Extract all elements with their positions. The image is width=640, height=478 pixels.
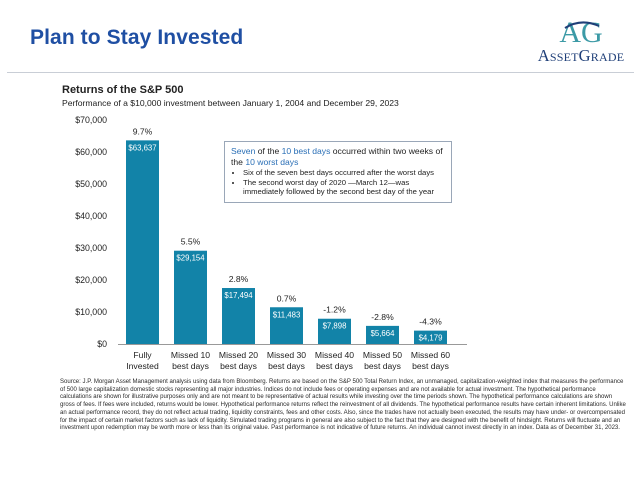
callout-text-1: of the	[255, 146, 282, 156]
x-tick-label: best days	[316, 361, 353, 371]
logo-mark: AG	[559, 16, 602, 48]
callout-bullet: Six of the seven best days occurred afte…	[243, 168, 445, 178]
page-title: Plan to Stay Invested	[30, 26, 244, 49]
x-tick-label: Fully	[133, 350, 152, 360]
callout-headline: Seven of the 10 best days occurred withi…	[231, 146, 445, 167]
bar-chart: $0 $10,000 $20,000 $30,000 $40,000 $50,000 $60…	[75, 115, 467, 371]
callout-worst-days: 10 worst days	[245, 156, 299, 167]
x-tick-label: Missed 30	[267, 350, 306, 360]
x-tick-label: Invested	[126, 361, 159, 371]
y-tick-label: $30,000	[75, 243, 107, 253]
annual-return-label: 5.5%	[181, 237, 201, 247]
y-tick-label: $0	[97, 339, 107, 349]
y-tick-label: $50,000	[75, 179, 107, 189]
header-divider	[7, 72, 634, 73]
bar	[318, 318, 351, 344]
bar-value-label: $63,637	[128, 143, 156, 152]
bar-value-label: $29,154	[176, 254, 205, 263]
x-tick-label: Missed 50	[363, 350, 402, 360]
bar-value-label: $5,664	[371, 329, 396, 338]
bar-value-label: $11,483	[273, 310, 301, 319]
callout-bullet: The second worst day of 2020 —March 12—w…	[243, 178, 445, 197]
chart-title: Returns of the S&P 500	[62, 84, 184, 96]
x-tick-label: Missed 20	[219, 350, 258, 360]
x-tick-label: best days	[268, 361, 305, 371]
chart-subtitle: Performance of a $10,000 investment betw…	[62, 98, 399, 108]
callout-seven: Seven	[231, 146, 256, 156]
callout-text-2: occurred within two weeks of the	[231, 146, 443, 167]
y-tick-label: $60,000	[75, 147, 107, 157]
x-tick-label: best days	[364, 361, 401, 371]
x-tick-label: Missed 10	[171, 350, 210, 360]
bar-value-label: $7,898	[323, 322, 347, 331]
annual-return-label: 2.8%	[229, 274, 249, 284]
y-tick-label: $40,000	[75, 211, 107, 221]
annual-return-label: -4.3%	[419, 317, 442, 327]
callout-best-days: 10 best days	[281, 146, 331, 156]
x-tick-label: Missed 40	[315, 350, 354, 360]
source-footnote: Source: J.P. Morgan Asset Management ana…	[60, 379, 626, 432]
callout-bullets: Six of the seven best days occurred afte…	[231, 168, 445, 197]
annual-return-label: 0.7%	[277, 293, 297, 303]
bar-value-label: $4,179	[419, 334, 443, 343]
x-tick-label: best days	[220, 361, 257, 371]
y-tick-label: $70,000	[75, 115, 107, 125]
ag-monogram-icon: AG	[559, 16, 602, 49]
bar	[414, 330, 447, 344]
bar-value-label: $17,494	[224, 291, 253, 300]
y-tick-label: $20,000	[75, 275, 107, 285]
annual-return-label: -1.2%	[323, 305, 346, 315]
bar	[174, 250, 207, 344]
annual-return-label: -2.8%	[371, 312, 394, 322]
x-tick-label: best days	[172, 361, 209, 371]
y-tick-label: $10,000	[75, 307, 107, 317]
x-tick-label: best days	[412, 361, 449, 371]
annual-return-label: 9.7%	[133, 126, 153, 136]
logo-wordmark: AssetGrade	[537, 46, 625, 65]
callout-box: Seven of the 10 best days occurred withi…	[224, 141, 452, 203]
bar	[126, 140, 159, 344]
assetgrade-logo: AG AssetGrade	[527, 16, 635, 65]
bar	[222, 288, 255, 344]
bar	[366, 325, 399, 344]
bar	[270, 307, 303, 344]
x-tick-label: Missed 60	[411, 350, 450, 360]
